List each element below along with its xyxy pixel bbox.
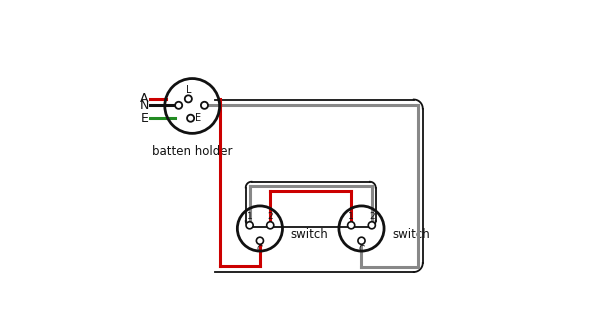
Text: C: C: [358, 245, 365, 254]
Text: C: C: [257, 245, 263, 254]
Circle shape: [187, 115, 194, 122]
Text: L: L: [186, 85, 191, 95]
Text: 1: 1: [247, 212, 252, 221]
Text: switch: switch: [290, 228, 328, 241]
Text: switch: switch: [392, 228, 430, 241]
Circle shape: [347, 222, 355, 229]
Text: 1: 1: [348, 212, 354, 221]
Text: E: E: [141, 112, 148, 125]
Circle shape: [368, 222, 375, 229]
Circle shape: [267, 222, 274, 229]
Text: 2: 2: [369, 212, 375, 221]
Circle shape: [246, 222, 253, 229]
Circle shape: [201, 102, 208, 109]
Text: A: A: [140, 92, 148, 105]
Circle shape: [358, 237, 365, 244]
Text: N: N: [140, 99, 148, 112]
Circle shape: [257, 237, 264, 244]
Text: E: E: [195, 113, 201, 123]
Text: 2: 2: [267, 212, 273, 221]
Circle shape: [175, 102, 182, 109]
Circle shape: [185, 95, 192, 102]
Text: batten holder: batten holder: [152, 145, 232, 158]
